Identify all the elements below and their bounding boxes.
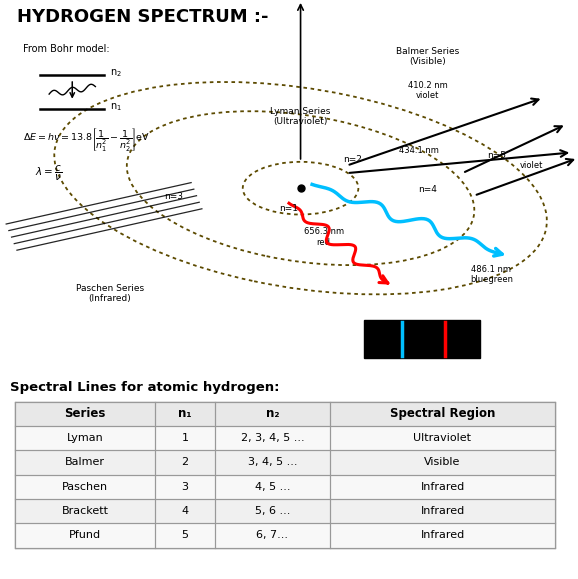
- Text: 2: 2: [181, 457, 188, 467]
- Text: Balmer Series
(Visible): Balmer Series (Visible): [396, 47, 460, 66]
- Text: 410.2 nm
violet: 410.2 nm violet: [408, 80, 447, 100]
- Text: Infrared: Infrared: [420, 506, 465, 516]
- Text: Infrared: Infrared: [420, 530, 465, 540]
- Text: n$_2$: n$_2$: [110, 68, 121, 79]
- Text: From Bohr model:: From Bohr model:: [23, 44, 110, 54]
- Bar: [15, 499, 555, 523]
- Bar: [15, 475, 555, 499]
- Text: n=4: n=4: [418, 185, 437, 194]
- Text: Brackett: Brackett: [61, 506, 109, 516]
- Text: Infrared: Infrared: [420, 482, 465, 492]
- Text: 656.3 nm
red: 656.3 nm red: [303, 228, 344, 247]
- Text: Lyman: Lyman: [66, 433, 103, 443]
- Text: n=5: n=5: [488, 151, 506, 160]
- Text: Balmer: Balmer: [65, 457, 105, 467]
- Bar: [15, 402, 555, 548]
- Text: $\lambda = \dfrac{c}{\nu}$: $\lambda = \dfrac{c}{\nu}$: [35, 163, 62, 183]
- Text: violet: violet: [520, 161, 543, 170]
- Text: Spectral Lines for atomic hydrogen:: Spectral Lines for atomic hydrogen:: [10, 382, 280, 394]
- Text: 4, 5 ...: 4, 5 ...: [255, 482, 290, 492]
- Text: Lyman Series
(Ultraviolet): Lyman Series (Ultraviolet): [271, 107, 331, 126]
- Text: HYDROGEN SPECTRUM :-: HYDROGEN SPECTRUM :-: [17, 8, 269, 25]
- Text: 1: 1: [181, 433, 188, 443]
- Text: Paschen: Paschen: [62, 482, 108, 492]
- Text: 2, 3, 4, 5 ...: 2, 3, 4, 5 ...: [240, 433, 304, 443]
- Text: Ultraviolet: Ultraviolet: [413, 433, 472, 443]
- Text: 5, 6 ...: 5, 6 ...: [255, 506, 290, 516]
- Text: n₁: n₁: [178, 408, 192, 420]
- Text: n₂: n₂: [266, 408, 279, 420]
- Text: Pfund: Pfund: [69, 530, 101, 540]
- Bar: [15, 426, 555, 450]
- Text: Visible: Visible: [424, 457, 461, 467]
- Text: n=2: n=2: [343, 155, 362, 164]
- Text: 3, 4, 5 ...: 3, 4, 5 ...: [248, 457, 297, 467]
- Text: Spectral Region: Spectral Region: [390, 408, 495, 420]
- Bar: [15, 450, 555, 475]
- Text: 6, 7...: 6, 7...: [257, 530, 288, 540]
- Text: 5: 5: [181, 530, 188, 540]
- Bar: [364, 320, 480, 358]
- Text: 486.1 nm
bluegreen: 486.1 nm bluegreen: [470, 265, 513, 284]
- Bar: [15, 402, 555, 426]
- Text: 4: 4: [181, 506, 188, 516]
- Text: n$_1$: n$_1$: [110, 101, 122, 113]
- Text: n=1: n=1: [280, 204, 298, 212]
- Text: $\Delta E = h\nu = 13.8\left[\dfrac{1}{n_1^2} - \dfrac{1}{n_2^2}\right]$eV: $\Delta E = h\nu = 13.8\left[\dfrac{1}{n…: [23, 126, 150, 153]
- Bar: [15, 523, 555, 548]
- Text: Paschen Series
(Infrared): Paschen Series (Infrared): [76, 284, 144, 303]
- Text: n=3: n=3: [164, 192, 183, 201]
- Text: 3: 3: [181, 482, 188, 492]
- Text: 434.1 nm: 434.1 nm: [399, 146, 439, 155]
- Text: Series: Series: [64, 408, 106, 420]
